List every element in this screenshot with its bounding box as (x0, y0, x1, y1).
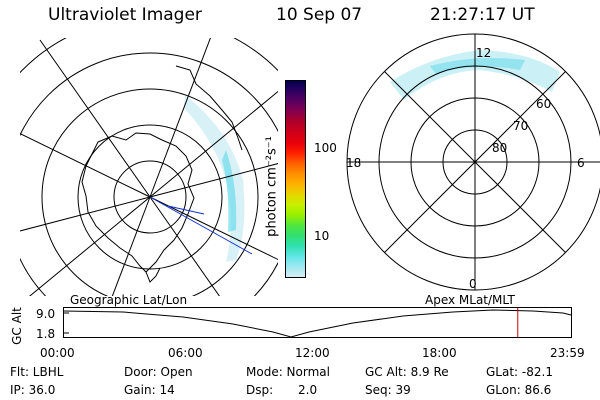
door-info: Door: Open (124, 365, 193, 379)
alt-ylabel: GC Alt (10, 307, 24, 345)
meridian-5 (149, 163, 278, 198)
mlat-label-80: 80 (492, 141, 508, 155)
date-label: 10 Sep 07 (276, 5, 363, 25)
mode-info: Mode: Normal (246, 365, 330, 379)
meridian-2 (111, 196, 151, 296)
colorbar-tick-100: 100 (314, 141, 337, 155)
lat-ring-2 (77, 124, 223, 270)
lat-ring-4 (20, 52, 278, 296)
lat-ring-1 (113, 160, 187, 234)
geo-map-label: Geographic Lat/Lon (70, 293, 188, 307)
altitude-plot (63, 307, 572, 338)
dsp-label: Dsp: (246, 383, 274, 397)
time-label: 21:27:17 UT (430, 5, 535, 25)
antarctica-coastline (81, 132, 195, 273)
alt-ytick-9: 9.0 (36, 307, 56, 321)
meridian-6 (20, 196, 151, 232)
mlat-label-70: 70 (513, 119, 529, 133)
meridian-7 (149, 196, 278, 261)
mlt-diagonal-2 (384, 71, 566, 253)
alt-ytick-1: 1.8 (36, 327, 56, 341)
alt-xtick-3: 18:00 (422, 346, 457, 360)
terminator-line-1 (149, 196, 253, 255)
colorbar-gradient (286, 81, 305, 277)
colorbar (285, 80, 306, 278)
meridian-4 (29, 196, 151, 296)
mlt-label-12: 12 (476, 46, 492, 60)
glat-info: GLat: -82.1 (486, 365, 553, 379)
geographic-map (20, 38, 278, 296)
aurora-emission-geo (184, 95, 245, 262)
alt-xtick-2: 12:00 (295, 346, 330, 360)
instrument-title: Ultraviolet Imager (48, 5, 202, 25)
meridian-3 (149, 90, 278, 198)
seq-info: Seq: 39 (365, 383, 411, 397)
terminator-line-2 (167, 205, 205, 215)
colorbar-unit-label: photon cm⁻²s⁻¹ (264, 136, 280, 237)
meridian-8 (20, 132, 151, 198)
mlt-label-0: 0 (469, 277, 477, 291)
alt-xtick-0: 00:00 (40, 346, 75, 360)
meridian-1 (149, 38, 211, 198)
peninsula-coastline (145, 267, 161, 283)
alt-xtick-1: 06:00 (168, 346, 203, 360)
glon-info: GLon: 86.6 (486, 383, 552, 397)
colorbar-tick-10: 10 (314, 229, 330, 243)
southern-coastline (175, 65, 243, 151)
meridian-9 (39, 39, 151, 198)
apex-map-label: Apex MLat/MLT (425, 293, 515, 307)
mlt-label-6: 6 (577, 156, 585, 170)
dsp-value: 2.0 (298, 383, 318, 397)
lat-ring-3 (41, 88, 259, 296)
gc-alt-info: GC Alt: 8.9 Re (365, 365, 449, 379)
filter-info: Flt: LBHL (10, 365, 64, 379)
aurora-core-geo (222, 150, 237, 232)
altitude-curve (63, 309, 572, 338)
gain-info: Gain: 14 (124, 383, 175, 397)
apex-map (346, 33, 600, 291)
meridian-10 (149, 196, 220, 296)
mlt-label-18: 18 (346, 156, 362, 170)
mlat-label-60: 60 (536, 97, 552, 111)
alt-xtick-4: 23:59 (550, 346, 585, 360)
ip-info: IP: 36.0 (10, 383, 56, 397)
